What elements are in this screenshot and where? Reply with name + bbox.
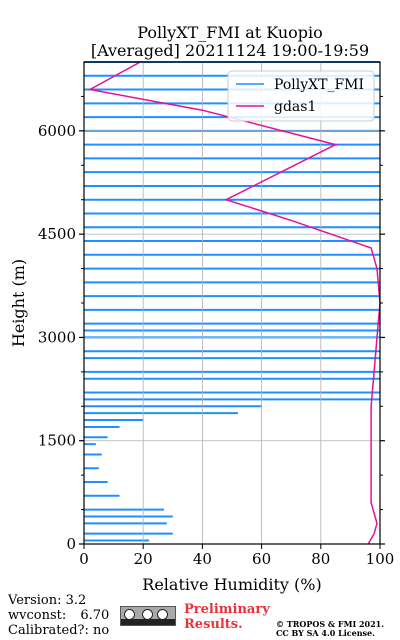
x-tick-label: 60 xyxy=(252,550,271,568)
plot-frame xyxy=(83,61,381,545)
copyright-text: © TROPOS & FMI 2021. CC BY SA 4.0 Licens… xyxy=(276,620,384,638)
chart-title: PollyXT_FMI at Kuopio xyxy=(137,23,323,42)
x-axis-ticks: 0 20 40 60 80 100 xyxy=(79,544,394,568)
x-axis-label: Relative Humidity (%) xyxy=(142,575,321,594)
copyright-line-2: CC BY SA 4.0 License. xyxy=(276,628,375,638)
legend-pollyxt-label: PollyXT_FMI xyxy=(274,77,364,93)
grid-lines xyxy=(84,62,380,544)
version-text: Version: 3.2 xyxy=(8,593,87,608)
x-tick-label: 20 xyxy=(134,550,153,568)
x-tick-label: 40 xyxy=(193,550,212,568)
legend: PollyXT_FMI gdas1 xyxy=(227,70,375,122)
y-tick-label: 1500 xyxy=(38,432,76,450)
pollyxt-rh-series-group xyxy=(84,61,380,542)
x-tick-label: 100 xyxy=(366,550,395,568)
wvconst-label: wvconst: xyxy=(8,608,67,623)
y-tick-label: 6000 xyxy=(38,122,76,140)
chart-subtitle: [Averaged] 20211124 19:00-19:59 xyxy=(90,41,370,60)
wvconst-text: wvconst: 6.70 xyxy=(8,608,109,623)
y-tick-label: 0 xyxy=(66,535,76,553)
legend-box xyxy=(227,70,375,122)
copyright-line-1: © TROPOS & FMI 2021. xyxy=(276,619,385,629)
wvconst-value: 6.70 xyxy=(80,608,110,623)
legend-gdas1-label: gdas1 xyxy=(274,99,316,115)
preliminary-results-label: Preliminary Results. xyxy=(184,602,270,632)
y-axis-label: Height (m) xyxy=(9,259,28,347)
gdas1-series-line xyxy=(87,61,381,545)
y-tick-label: 3000 xyxy=(38,328,76,346)
x-tick-label: 80 xyxy=(311,550,330,568)
y-axis-ticks: 0 1500 3000 4500 6000 xyxy=(38,95,385,553)
y-tick-label: 4500 xyxy=(38,225,76,243)
x-tick-label: 0 xyxy=(79,550,89,568)
calibrated-text: Calibrated?: no xyxy=(8,623,110,638)
cc-license-icon xyxy=(120,606,176,626)
